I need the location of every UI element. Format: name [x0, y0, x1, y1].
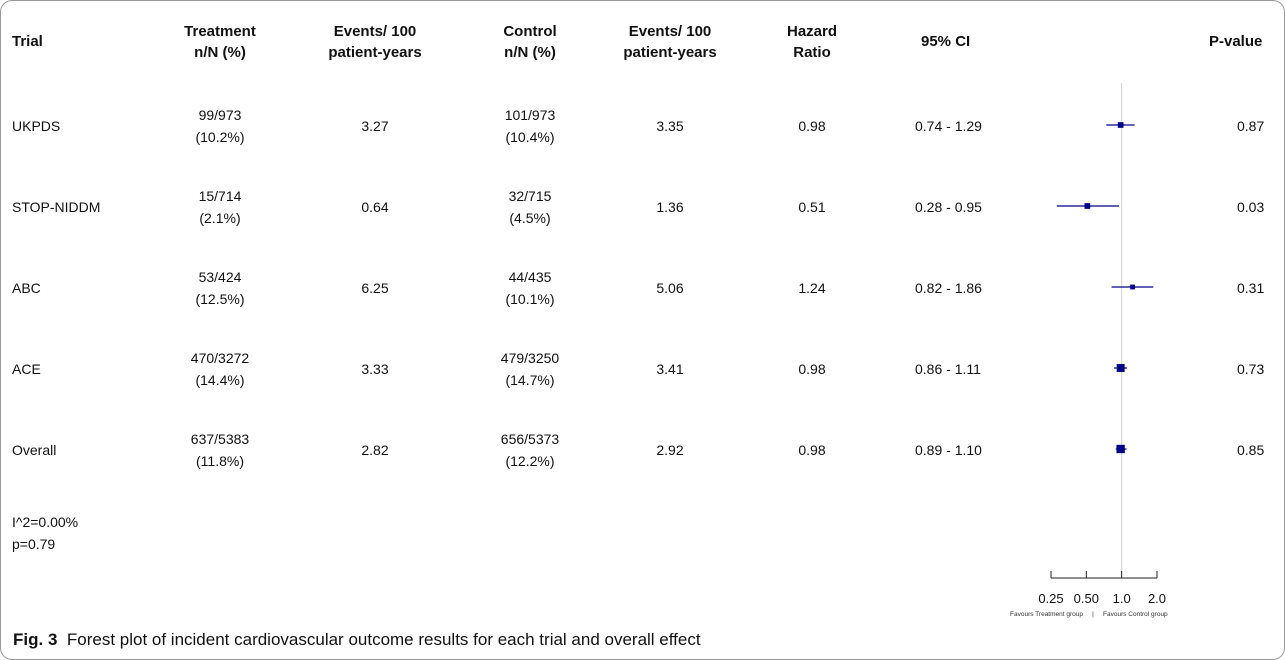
control-n: 656/5373: [500, 431, 560, 447]
ci-cell: 0.74 - 1.29: [915, 118, 982, 134]
x-tick-label: 2.0: [1148, 591, 1166, 606]
header-events-control-line1: Events/ 100: [628, 23, 712, 40]
control-n: 44/435: [508, 269, 552, 285]
trial-label: UKPDS: [12, 118, 61, 134]
ci-cell: 0.86 - 1.11: [915, 361, 981, 377]
treatment-pct: (12.5%): [195, 291, 245, 307]
header-events-control: Events/ 100 patient-years: [600, 21, 740, 63]
control-pct: (4.5%): [509, 210, 551, 226]
events-control-cell: 1.36: [656, 199, 684, 215]
pvalue-cell: 0.73: [1237, 361, 1265, 377]
heterogeneity-stats: I^2=0.00% p=0.79: [12, 511, 78, 555]
trial-label: ACE: [12, 361, 41, 377]
hazard-ratio-cell: 0.51: [798, 199, 826, 215]
treatment-n: 637/5383: [190, 431, 250, 447]
pvalue-cell: 0.31: [1237, 280, 1265, 296]
point-estimate: [1117, 122, 1124, 128]
events-control-cell: 5.06: [656, 280, 684, 296]
treatment-n: 99/973: [198, 107, 242, 123]
header-events-treatment: Events/ 100 patient-years: [310, 21, 440, 63]
treatment-n: 470/3272: [190, 350, 250, 366]
control-cell: 44/435 (10.1%): [470, 266, 590, 310]
hazard-ratio-cell: 0.98: [798, 361, 826, 377]
events-treatment-cell: 2.82: [361, 442, 389, 458]
i-squared: I^2=0.00%: [12, 514, 79, 530]
treatment-cell: 637/5383 (11.8%): [160, 428, 280, 472]
control-pct: (10.4%): [505, 129, 555, 145]
header-treatment-line2: n/N (%): [194, 44, 246, 61]
figure-caption: Fig. 3 Forest plot of incident cardiovas…: [13, 630, 701, 650]
control-cell: 656/5373 (12.2%): [470, 428, 590, 472]
trial-label: ABC: [12, 280, 41, 296]
pvalue-cell: 0.03: [1237, 199, 1265, 215]
x-tick-label: 0.25: [1038, 591, 1063, 606]
trial-label: STOP-NIDDM: [12, 199, 101, 215]
treatment-cell: 470/3272 (14.4%): [160, 347, 280, 391]
favours-separator: |: [1092, 611, 1094, 618]
events-control-cell: 3.35: [656, 118, 684, 134]
treatment-pct: (10.2%): [195, 129, 245, 145]
pvalue-cell: 0.87: [1237, 118, 1265, 134]
trial-label: Overall: [12, 442, 57, 458]
ci-cell: 0.82 - 1.86: [915, 280, 982, 296]
header-treatment-line1: Treatment: [184, 23, 256, 40]
events-control-cell: 3.41: [656, 361, 684, 377]
point-estimate: [1116, 444, 1125, 454]
treatment-pct: (14.4%): [195, 372, 245, 388]
header-ci: 95% CI: [921, 33, 971, 50]
control-pct: (10.1%): [505, 291, 555, 307]
control-n: 101/973: [504, 107, 556, 123]
control-pct: (14.7%): [505, 372, 555, 388]
header-pvalue: P-value: [1209, 33, 1263, 50]
treatment-pct: (11.8%): [196, 453, 244, 469]
control-pct: (12.2%): [505, 453, 555, 469]
events-treatment-cell: 3.33: [361, 361, 389, 377]
control-cell: 101/973 (10.4%): [470, 104, 590, 148]
header-events-treatment-line2: patient-years: [328, 44, 422, 61]
pvalue-cell: 0.85: [1237, 442, 1265, 458]
point-estimate: [1084, 203, 1091, 209]
hazard-ratio-cell: 0.98: [798, 442, 826, 458]
events-treatment-cell: 0.64: [361, 199, 389, 215]
control-n: 479/3250: [500, 350, 560, 366]
header-control-line2: n/N (%): [504, 44, 556, 61]
treatment-cell: 15/714 (2.1%): [160, 185, 280, 229]
header-hazard-line1: Hazard: [786, 23, 838, 40]
header-treatment: Treatment n/N (%): [150, 21, 290, 63]
header-events-control-line2: patient-years: [623, 44, 717, 61]
caption-label: Fig. 3: [13, 630, 58, 649]
control-cell: 32/715 (4.5%): [470, 185, 590, 229]
header-control: Control n/N (%): [470, 21, 590, 63]
treatment-n: 53/424: [198, 269, 242, 285]
caption-text: Forest plot of incident cardiovascular o…: [66, 630, 701, 649]
x-tick-label: 1.0: [1113, 591, 1131, 606]
treatment-pct: (2.1%): [199, 210, 241, 226]
heterogeneity-p: p=0.79: [12, 536, 56, 552]
hazard-ratio-cell: 0.98: [798, 118, 826, 134]
header-trial: Trial: [12, 33, 43, 50]
point-estimate: [1130, 284, 1136, 290]
point-estimate: [1116, 364, 1125, 372]
header-hazard-line2: Ratio: [793, 44, 831, 61]
ci-cell: 0.28 - 0.95: [915, 199, 982, 215]
header-hazard-ratio: Hazard Ratio: [772, 21, 852, 63]
events-treatment-cell: 6.25: [361, 280, 389, 296]
header-control-line1: Control: [503, 23, 557, 40]
treatment-n: 15/714: [198, 188, 242, 204]
ci-cell: 0.89 - 1.10: [915, 442, 982, 458]
control-cell: 479/3250 (14.7%): [470, 347, 590, 391]
treatment-cell: 53/424 (12.5%): [160, 266, 280, 310]
x-tick-label: 0.50: [1074, 591, 1099, 606]
events-treatment-cell: 3.27: [361, 118, 389, 134]
header-events-treatment-line1: Events/ 100: [333, 23, 417, 40]
favours-control-label: Favours Control group: [1103, 611, 1168, 618]
treatment-cell: 99/973 (10.2%): [160, 104, 280, 148]
events-control-cell: 2.92: [656, 442, 684, 458]
hazard-ratio-cell: 1.24: [798, 280, 826, 296]
favours-treatment-label: Favours Treatment group: [1010, 611, 1083, 618]
control-n: 32/715: [508, 188, 552, 204]
